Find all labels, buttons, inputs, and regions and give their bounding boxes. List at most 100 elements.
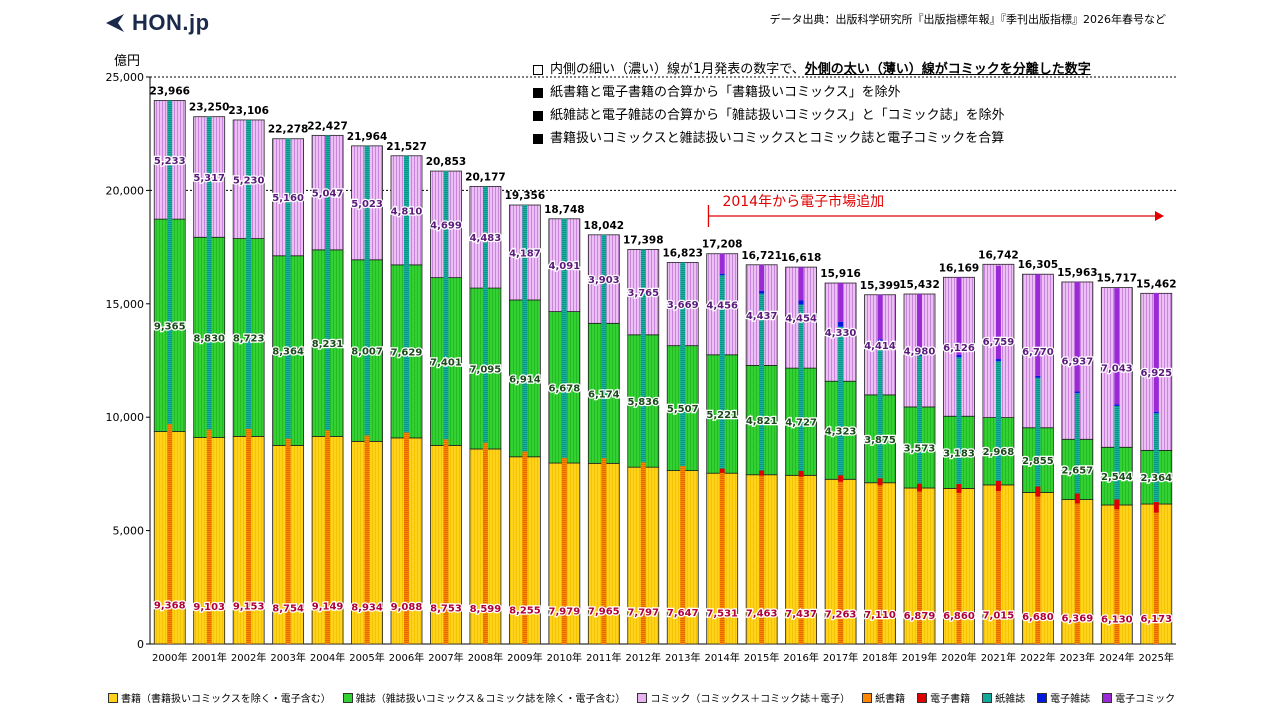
x-tick-label: 2021年 bbox=[981, 651, 1016, 664]
x-tick-label: 2018年 bbox=[862, 651, 897, 664]
total-label: 23,966 bbox=[149, 85, 190, 97]
total-label: 15,963 bbox=[1057, 267, 1098, 279]
annotation-text: 2014年から電子市場追加 bbox=[722, 193, 884, 210]
total-label: 21,527 bbox=[386, 141, 427, 153]
magazines-value-label: 7,629 bbox=[391, 347, 423, 358]
x-tick-label: 2002年 bbox=[231, 651, 266, 664]
books-value-label: 7,263 bbox=[825, 610, 857, 621]
inner-ebooks bbox=[1153, 501, 1159, 513]
comics-value-label: 6,770 bbox=[1022, 347, 1054, 358]
annotation-layer: 2014年から電子市場追加 bbox=[707, 193, 1164, 227]
data-source: データ出典：出版科学研究所『出版指標年報』『季刊出版指標』2026年春号など bbox=[769, 13, 1167, 26]
legend-item-paper_books: 紙書籍 bbox=[862, 690, 905, 705]
inner-paper-books bbox=[167, 423, 173, 644]
total-label: 15,432 bbox=[899, 279, 940, 291]
magazines-value-label: 6,914 bbox=[509, 374, 541, 385]
inner-paper-books bbox=[1035, 496, 1041, 644]
legend-swatch bbox=[862, 692, 873, 703]
inner-ebooks bbox=[995, 480, 1001, 492]
inner-ebooks bbox=[798, 470, 804, 477]
inner-emagazines bbox=[1114, 404, 1120, 406]
inner-paper-books bbox=[759, 475, 765, 644]
inner-ecomics bbox=[798, 267, 804, 301]
legend-label: 電子雑誌 bbox=[1050, 694, 1091, 705]
inner-emagazines bbox=[1074, 391, 1080, 394]
x-tick-label: 2020年 bbox=[941, 651, 976, 664]
inner-emagazines bbox=[1153, 411, 1159, 414]
inner-paper-magazines bbox=[561, 218, 567, 458]
note-line-1-emphasis: 外側の太い（薄い）線がコミックを分離した数字 bbox=[804, 62, 1091, 77]
books-value-label: 7,437 bbox=[785, 609, 817, 620]
comics-value-label: 5,317 bbox=[193, 173, 225, 184]
note-line-2: 紙書籍と電子書籍の合算から「書籍扱いコミックス」を除外 bbox=[533, 81, 1091, 104]
inner-paper-books bbox=[443, 439, 449, 644]
inner-paper-books bbox=[640, 462, 646, 644]
inner-ecomics bbox=[1035, 274, 1041, 376]
inner-ecomics bbox=[719, 253, 725, 274]
x-tick-label: 2000年 bbox=[152, 651, 187, 664]
magazines-value-label: 4,727 bbox=[785, 418, 817, 429]
y-tick-label: 25,000 bbox=[106, 71, 145, 84]
books-value-label: 7,110 bbox=[864, 610, 896, 621]
magazines-value-label: 8,231 bbox=[312, 339, 344, 350]
legend-item-books: 書籍（書籍扱いコミックスを除く・電子含む） bbox=[108, 690, 331, 705]
inner-ecomics bbox=[838, 283, 844, 322]
comics-value-label: 5,230 bbox=[233, 175, 265, 186]
magazines-value-label: 8,364 bbox=[272, 347, 304, 358]
books-value-label: 6,173 bbox=[1140, 614, 1172, 625]
filled-square-icon bbox=[533, 110, 543, 121]
total-label: 16,721 bbox=[741, 250, 782, 262]
legend-swatch bbox=[108, 692, 118, 703]
bars-layer bbox=[153, 100, 1173, 645]
magazines-value-label: 6,174 bbox=[588, 389, 620, 400]
inner-emagazines bbox=[1035, 375, 1041, 378]
legend-label: 紙雑誌 bbox=[995, 694, 1026, 705]
inner-paper-magazines bbox=[601, 234, 607, 459]
legend-swatch bbox=[982, 692, 993, 703]
total-label: 22,427 bbox=[307, 120, 348, 132]
comics-value-label: 3,765 bbox=[627, 288, 659, 299]
total-label: 18,748 bbox=[544, 204, 585, 216]
legend-item-magazines: 雑誌（雑誌扱いコミックス＆コミック誌を除く・電子含む） bbox=[342, 690, 625, 705]
inner-ecomics bbox=[1074, 281, 1080, 392]
books-value-label: 6,369 bbox=[1062, 613, 1094, 624]
note-line-4-text: 書籍扱いコミックスと雑誌扱いコミックスとコミック誌と電子コミックを合算 bbox=[550, 131, 1005, 146]
total-label: 16,742 bbox=[978, 249, 1019, 261]
magazines-value-label: 6,678 bbox=[549, 383, 581, 394]
filled-square-icon bbox=[533, 133, 543, 144]
comics-value-label: 4,483 bbox=[470, 233, 502, 244]
inner-paper-magazines bbox=[285, 138, 291, 439]
inner-paper-magazines bbox=[167, 100, 173, 424]
x-tick-label: 2003年 bbox=[270, 651, 305, 664]
magazines-value-label: 2,544 bbox=[1101, 472, 1133, 483]
hon-jp-logo: HON.jp bbox=[104, 8, 210, 38]
inner-ecomics bbox=[995, 265, 1001, 360]
inner-paper-books bbox=[601, 458, 607, 644]
inner-paper-books bbox=[561, 457, 567, 644]
inner-paper-books bbox=[1114, 509, 1120, 644]
x-tick-label: 2015年 bbox=[744, 651, 779, 664]
inner-paper-magazines bbox=[364, 145, 370, 436]
inner-emagazines bbox=[838, 321, 844, 327]
total-label: 18,042 bbox=[584, 220, 625, 232]
x-tick-label: 2019年 bbox=[902, 651, 937, 664]
books-value-label: 9,153 bbox=[233, 602, 265, 613]
magazines-value-label: 2,855 bbox=[1022, 456, 1054, 467]
inner-paper-books bbox=[206, 429, 212, 644]
x-tick-label: 2022年 bbox=[1020, 651, 1055, 664]
inner-paper-books bbox=[522, 451, 528, 644]
total-label: 17,398 bbox=[623, 234, 664, 246]
x-tick-label: 2005年 bbox=[349, 651, 384, 664]
legend-swatch bbox=[342, 692, 353, 703]
total-label: 16,823 bbox=[662, 247, 703, 259]
magazines-value-label: 7,095 bbox=[470, 365, 502, 376]
logo-text: HON.jp bbox=[132, 10, 210, 35]
note-line-3: 紙雑誌と電子雑誌の合算から「雑誌扱いコミックス」と「コミック誌」を除外 bbox=[533, 104, 1091, 127]
legend-item-ebooks: 電子書籍 bbox=[917, 690, 970, 705]
comics-value-label: 4,187 bbox=[509, 248, 541, 259]
comics-value-label: 5,160 bbox=[272, 193, 304, 204]
total-label: 17,208 bbox=[702, 239, 743, 251]
inner-paper-books bbox=[917, 491, 922, 644]
inner-paper-books bbox=[285, 438, 291, 644]
inner-paper-books bbox=[1074, 503, 1080, 644]
